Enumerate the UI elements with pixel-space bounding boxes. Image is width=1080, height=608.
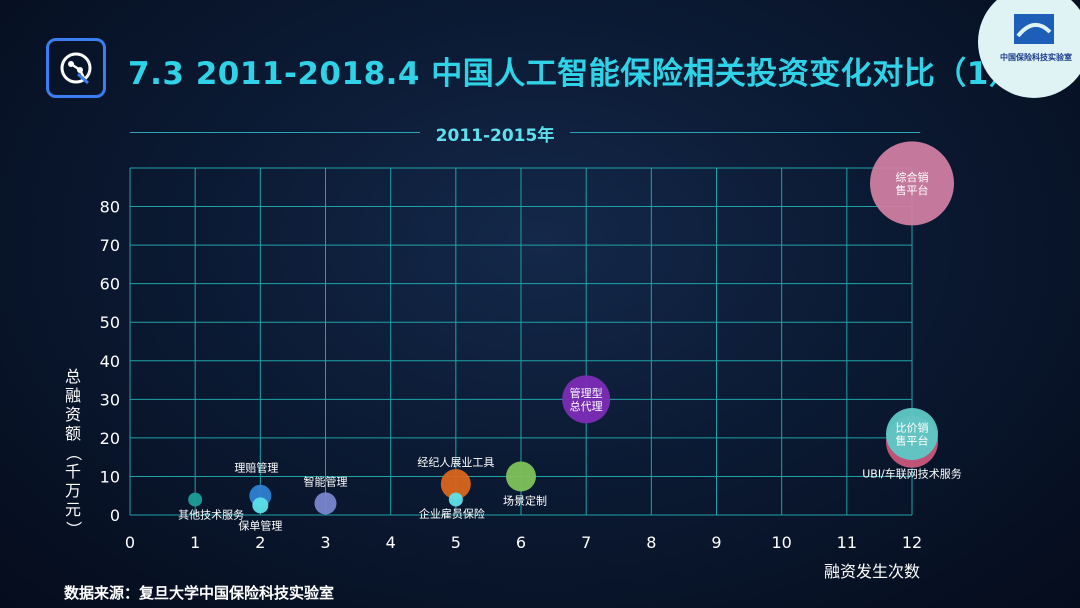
y-tick-label: 0 bbox=[110, 506, 120, 525]
app-logo bbox=[46, 38, 106, 98]
y-axis-label-char: 万 bbox=[65, 481, 81, 500]
bubble-mark bbox=[506, 461, 536, 492]
bubble-4: 经纪人展业工具 bbox=[417, 456, 494, 500]
bubble-label: 其他技术服务 bbox=[178, 509, 244, 522]
y-tick-label: 80 bbox=[100, 198, 120, 217]
x-tick-label: 6 bbox=[516, 533, 526, 552]
data-source: 数据来源：复旦大学中国保险科技实验室 bbox=[64, 584, 335, 602]
bubble-label: 经纪人展业工具 bbox=[417, 456, 494, 469]
brand-badge: 中国保险科技实验室 bbox=[978, 0, 1080, 98]
bubble-mark bbox=[440, 469, 471, 500]
y-tick-label: 30 bbox=[100, 390, 120, 409]
bubble-label: 智能管理 bbox=[304, 474, 348, 488]
y-axis-label-char: 额 bbox=[65, 424, 81, 443]
bubble-mark bbox=[252, 497, 269, 514]
x-tick-label: 12 bbox=[902, 533, 922, 552]
subtitle-divider-right bbox=[570, 132, 920, 133]
x-tick-label: 4 bbox=[386, 533, 396, 552]
bubble-5: 企业雇员保险 bbox=[419, 492, 485, 521]
bubble-label: 综合销售平台 bbox=[896, 170, 929, 197]
y-tick-label: 70 bbox=[100, 236, 120, 255]
bubble-label: 理赔管理 bbox=[234, 461, 278, 475]
x-tick-label: 11 bbox=[837, 533, 857, 552]
brand-logo-icon bbox=[1014, 14, 1054, 44]
bubble-0: 其他技术服务 bbox=[178, 492, 244, 522]
x-tick-label: 5 bbox=[451, 533, 461, 552]
x-tick-label: 1 bbox=[190, 533, 200, 552]
y-tick-label: 50 bbox=[100, 313, 120, 332]
x-axis-ticks: 0 1 2 3 4 5 6 7 8 9 10 11 12 bbox=[125, 533, 922, 552]
y-axis-label-char: 资 bbox=[65, 405, 81, 424]
bubble-9: 比价销售平台 bbox=[886, 408, 938, 461]
y-axis-label-char: 融 bbox=[65, 386, 81, 405]
y-axis-label-char: 千 bbox=[65, 462, 81, 481]
bubble-label: 企业雇员保险 bbox=[419, 507, 485, 521]
bubble-mark bbox=[886, 408, 938, 461]
x-tick-label: 10 bbox=[771, 533, 791, 552]
bubble-mark bbox=[314, 492, 337, 515]
brain-circuit-icon bbox=[60, 52, 92, 85]
bubble-label: 场景定制 bbox=[503, 493, 547, 507]
chart-title: 2011-2015年 bbox=[435, 126, 555, 146]
brand-name: 中国保险科技实验室 bbox=[1000, 53, 1072, 62]
bubble-mark bbox=[188, 492, 203, 507]
bubble-10: 综合销售平台 bbox=[870, 141, 954, 226]
y-axis-label-char: 总 bbox=[65, 367, 81, 386]
x-tick-label: 3 bbox=[320, 533, 330, 552]
x-tick-label: 2 bbox=[255, 533, 265, 552]
bubble-mark bbox=[448, 492, 463, 507]
y-axis-label-char: 元 bbox=[65, 500, 81, 519]
subtitle-divider-left bbox=[130, 132, 420, 133]
y-tick-label: 10 bbox=[100, 467, 120, 486]
y-axis-label-char: ） bbox=[64, 521, 83, 537]
y-tick-label: 40 bbox=[100, 352, 120, 371]
y-tick-label: 20 bbox=[100, 429, 120, 448]
x-tick-label: 9 bbox=[711, 533, 721, 552]
bubble-3: 智能管理 bbox=[304, 474, 348, 515]
y-axis-label-char: （ bbox=[64, 445, 83, 461]
bubble-6: 场景定制 bbox=[503, 461, 547, 507]
bubble-label: 管理型总代理 bbox=[570, 386, 603, 413]
x-tick-label: 7 bbox=[581, 533, 591, 552]
bubble-mark bbox=[870, 141, 954, 226]
bubble-7: 管理型总代理 bbox=[562, 375, 611, 424]
y-tick-label: 60 bbox=[100, 275, 120, 294]
x-tick-label: 0 bbox=[125, 533, 135, 552]
x-axis-label: 融资发生次数 bbox=[824, 562, 920, 581]
bubble-2: 保单管理 bbox=[238, 497, 282, 532]
chart-grid bbox=[129, 167, 913, 516]
page-title: 7.3 2011-2018.4 中国人工智能保险相关投资变化对比（1） bbox=[128, 56, 1021, 92]
bubble-label: 保单管理 bbox=[238, 518, 282, 532]
bubble-label: UBI/车联网技术服务 bbox=[862, 467, 962, 481]
bubble-mark bbox=[562, 375, 611, 424]
x-tick-label: 8 bbox=[646, 533, 656, 552]
bubble-label: 比价销售平台 bbox=[896, 421, 929, 448]
y-axis-ticks: 0 10 20 30 40 50 60 70 80 bbox=[100, 198, 120, 525]
